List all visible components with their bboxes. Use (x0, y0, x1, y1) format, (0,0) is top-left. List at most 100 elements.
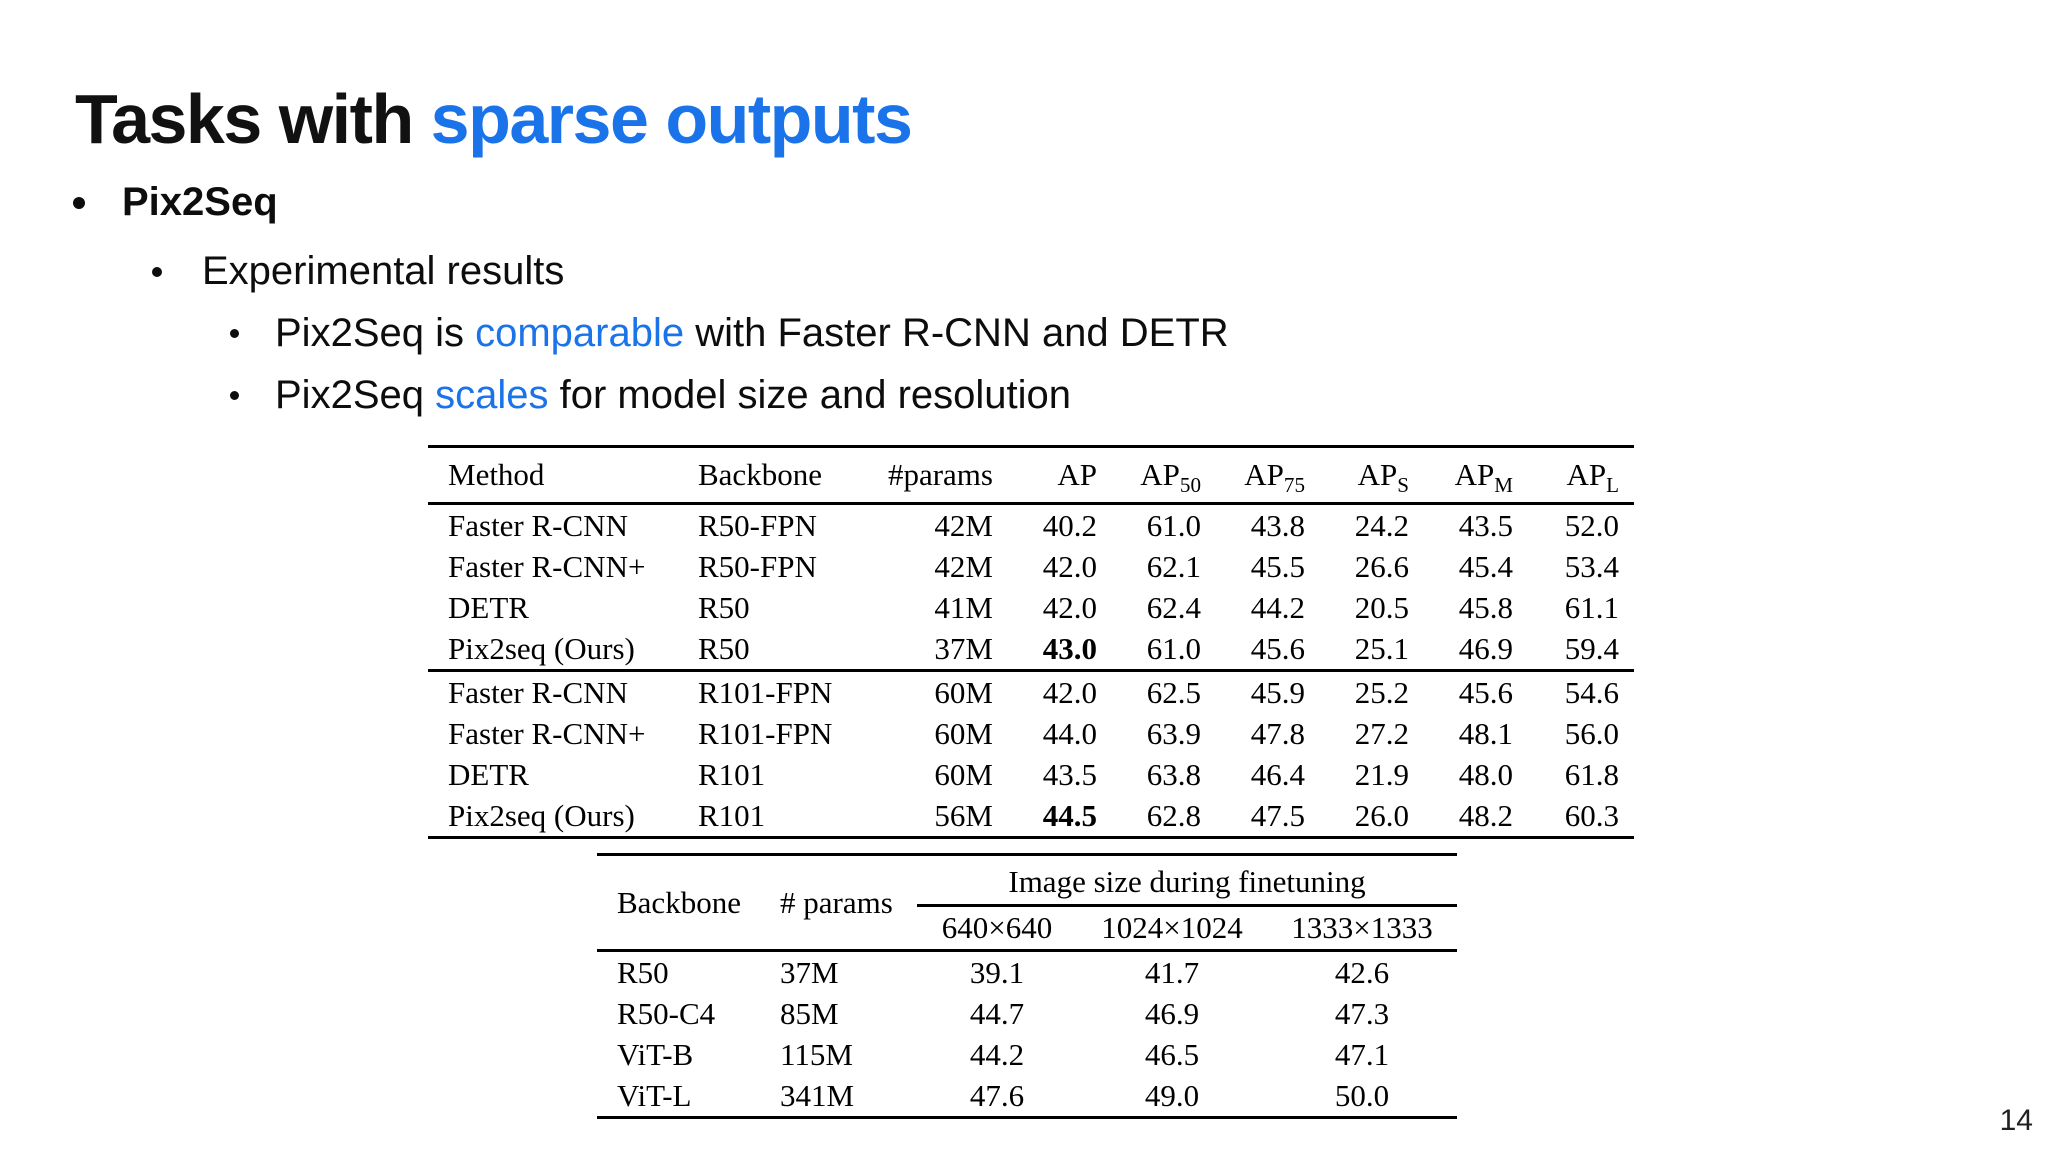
table-row: R50-C4 85M 44.7 46.9 47.3 (597, 993, 1457, 1034)
table-cell: 62.8 (1146, 797, 1201, 833)
bullet-dot (230, 391, 239, 400)
table-cell: R50-C4 (617, 995, 716, 1031)
bullet-text: Pix2Seq is comparable with Faster R-CNN … (275, 311, 1229, 356)
t2-header-640: 640×640 (917, 905, 1077, 952)
table-cell: 47.1 (1334, 1036, 1390, 1072)
table-row: Pix2seq (Ours) R101 56M 44.5 62.8 47.5 26.0 48.… (428, 795, 1634, 838)
table-cell: 41M (934, 589, 993, 625)
table-cell: 45.4 (1458, 548, 1513, 584)
table-cell: 42M (934, 507, 993, 543)
table-row: Faster R-CNN+ R101-FPN 60M 44.0 63.9 47.8 27.2… (428, 713, 1634, 754)
table-cell: R101-FPN (698, 715, 833, 751)
bullet-scales: Pix2Seq scales for model size and resolu… (230, 373, 1071, 418)
table-cell: 43.5 (1042, 756, 1097, 792)
t2-header-params: # params (767, 854, 917, 952)
page-title: Tasks with sparse outputs (75, 79, 913, 159)
table-cell: 60.3 (1564, 797, 1619, 833)
table-header-cell: Backbone (678, 446, 863, 505)
table-cell: 46.4 (1250, 756, 1305, 792)
table-subheader-row: 640×640 1024×1024 1333×1333 (597, 905, 1458, 952)
table-cell: 45.6 (1250, 630, 1305, 666)
table-cell: 63.8 (1146, 756, 1201, 792)
table-cell: 26.6 (1354, 548, 1409, 584)
table-cell: 44.0 (1042, 715, 1097, 751)
table-cell: 37M (934, 630, 993, 666)
table-cell: 41.7 (1144, 954, 1200, 990)
table-cell: 47.5 (1250, 797, 1305, 833)
table-cell: 42.0 (1042, 589, 1097, 625)
t2-header-1024: 1024×1024 (1077, 905, 1267, 952)
page-number: 14 (1999, 1104, 2033, 1137)
table-cell: 20.5 (1354, 589, 1409, 625)
table-header-cell: AP (1008, 446, 1112, 505)
table-header-cell: APL (1528, 446, 1634, 505)
table-cell: 45.9 (1216, 669, 1320, 713)
table-cell: R50 (617, 954, 669, 990)
table-cell: 45.5 (1250, 548, 1305, 584)
scaling-table: Backbone # params Image size during fine… (597, 853, 1458, 1119)
table-cell: 62.5 (1112, 669, 1216, 713)
table-cell: R50 (698, 589, 750, 625)
bullet-text: Pix2Seq scales for model size and resolu… (275, 373, 1071, 418)
table-header-row: Backbone # params Image size during fine… (597, 854, 1458, 952)
table-cell: 39.1 (969, 954, 1025, 990)
bullet-text: Pix2Seq (122, 180, 278, 224)
table-cell: R101 (698, 797, 766, 833)
table-row: ViT-B 115M 44.2 46.5 47.1 (597, 1034, 1457, 1075)
table-cell: 40.2 (1042, 507, 1097, 543)
table-cell: 56.0 (1564, 715, 1619, 751)
table-cell: 47.6 (969, 1077, 1025, 1113)
table-cell: 46.5 (1144, 1036, 1200, 1072)
bullet-text-post: for model size and resolution (548, 373, 1071, 417)
table-cell: 42.6 (1334, 954, 1390, 990)
table-cell: R50-FPN (698, 507, 817, 543)
bullet-dot (230, 329, 239, 338)
table-cell: 60M (863, 669, 1008, 713)
table-cell: 44.5 (1042, 797, 1097, 833)
table-row: Faster R-CNN+ R50-FPN 42M 42.0 62.1 45.5 26.6 4… (428, 546, 1634, 587)
table-cell: 52.0 (1564, 507, 1619, 543)
table-cell: Faster R-CNN (428, 669, 678, 713)
finetune-size-table: Backbone # params Image size during fine… (597, 853, 1458, 1119)
table-cell: 43.0 (1042, 630, 1097, 666)
table-header-cell: AP75 (1216, 446, 1320, 505)
table-cell: Faster R-CNN+ (448, 548, 646, 584)
table-cell: 50.0 (1334, 1077, 1390, 1113)
table-cell: 43.8 (1250, 507, 1305, 543)
table-cell: Pix2seq (Ours) (448, 797, 635, 833)
bullet-keyword: scales (435, 373, 549, 417)
bullet-keyword: comparable (475, 311, 685, 355)
bullet-text-pre: Pix2Seq is (275, 311, 476, 355)
table-cell: 60M (934, 715, 993, 751)
bullet-dot (152, 266, 162, 277)
table-cell: 27.2 (1354, 715, 1409, 751)
table-cell: 53.4 (1564, 548, 1619, 584)
table-cell: 48.1 (1458, 715, 1513, 751)
table-row: DETR R101 60M 43.5 63.8 46.4 21.9 48.0 61.8 (428, 754, 1634, 795)
table-cell: DETR (448, 589, 529, 625)
table-cell: 42.0 (1008, 669, 1112, 713)
table-cell: 44.2 (969, 1036, 1025, 1072)
table-cell: R101 (698, 756, 766, 792)
table-cell: Faster R-CNN (448, 507, 628, 543)
bullet-pix2seq: Pix2Seq (73, 180, 278, 225)
table-cell: 62.4 (1146, 589, 1201, 625)
table-cell: 25.1 (1354, 630, 1409, 666)
table-cell: 61.0 (1146, 630, 1201, 666)
table-cell: 46.9 (1144, 995, 1200, 1031)
table-cell: 21.9 (1354, 756, 1409, 792)
bullet-experimental-results: Experimental results (152, 249, 564, 294)
table-cell: 61.0 (1146, 507, 1201, 543)
table-cell: 43.5 (1458, 507, 1513, 543)
t2-header-image-size: Image size during finetuning (917, 854, 1458, 907)
table-cell: 47.3 (1334, 995, 1390, 1031)
t1-group-1: Faster R-CNN R50-FPN 42M 40.2 61.0 43.8 24.2 43… (428, 504, 1634, 671)
table-cell: 56M (934, 797, 993, 833)
table-cell: 48.0 (1458, 756, 1513, 792)
table-header-cell: APM (1424, 446, 1528, 505)
table-row: ViT-L 341M 47.6 49.0 50.0 (597, 1075, 1457, 1118)
table-cell: 45.8 (1458, 589, 1513, 625)
table-cell: R50 (698, 630, 750, 666)
table-body: R50 37M 39.1 41.7 42.6 R50-C4 85M 44.7 46.9 47.3 V… (597, 951, 1457, 1118)
table-row: Faster R-CNN R101-FPN 60M 42.0 62.5 45.9 25.2 4… (428, 669, 1634, 713)
